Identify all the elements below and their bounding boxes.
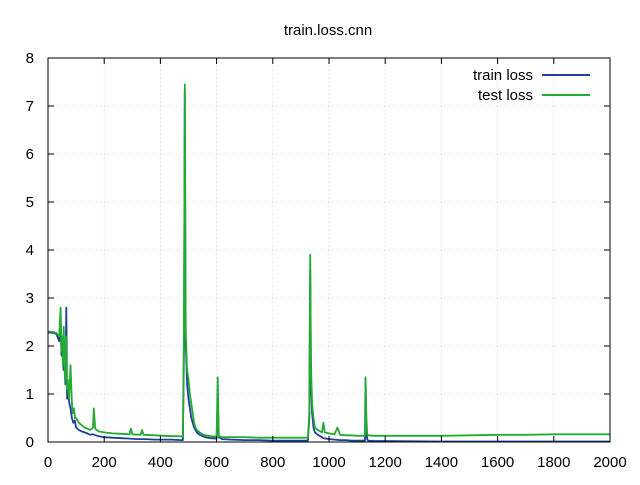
legend-label: train loss [473, 67, 533, 84]
x-tick-label: 1000 [312, 454, 345, 471]
y-tick-label: 6 [26, 146, 34, 163]
series-layer [48, 83, 610, 443]
legend-label: test loss [478, 87, 533, 104]
y-tick-label: 0 [26, 434, 34, 451]
x-tick-label: 600 [204, 454, 229, 471]
series-line-train-loss [48, 90, 610, 443]
y-tick-label: 2 [26, 338, 34, 355]
legend: train loss test loss [473, 67, 590, 104]
x-tick-label: 0 [44, 454, 52, 471]
x-tick-label: 1400 [425, 454, 458, 471]
axes: 0 1 2 3 4 5 6 7 8 0 200 400 600 800 1000 1200 1400 1600 18… [26, 50, 627, 471]
y-tick-label: 8 [26, 50, 34, 67]
x-tick-label: 2000 [593, 454, 626, 471]
x-tick-label: 400 [148, 454, 173, 471]
y-tick-label: 4 [26, 242, 34, 259]
x-tick-label: 200 [92, 454, 117, 471]
x-tick-label: 1600 [481, 454, 514, 471]
chart-title: train.loss.cnn [284, 22, 372, 39]
series-line-test-loss [48, 83, 610, 439]
x-tick-label: 1200 [369, 454, 402, 471]
y-tick-label: 7 [26, 98, 34, 115]
y-tick-label: 1 [26, 386, 34, 403]
y-tick-label: 5 [26, 194, 34, 211]
x-tick-label: 800 [260, 454, 285, 471]
grid [48, 58, 610, 442]
x-tick-label: 1800 [537, 454, 570, 471]
y-tick-label: 3 [26, 290, 34, 307]
